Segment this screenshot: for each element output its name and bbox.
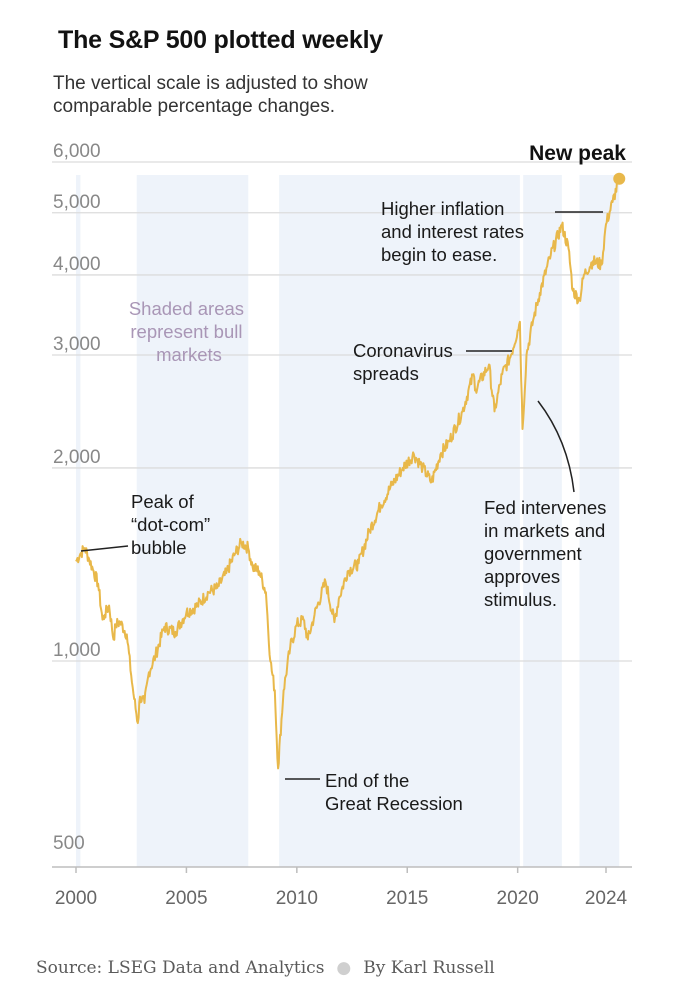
fed-leader xyxy=(537,400,575,493)
recession-line-2: Great Recession xyxy=(325,793,463,814)
inflation-annotation: Higher inflation and interest rates begi… xyxy=(381,198,529,265)
recession-annotation: End of the Great Recession xyxy=(325,770,463,814)
shaded-note-line-1: Shaded areas xyxy=(129,298,244,319)
byline-text: By Karl Russell xyxy=(363,958,495,978)
fed-line-1: Fed intervenes xyxy=(484,497,606,518)
y-tick-label: 6,000 xyxy=(53,141,101,162)
y-tick-label: 4,000 xyxy=(53,254,101,275)
fed-line-2: in markets and xyxy=(484,520,605,541)
x-tick-label: 2024 xyxy=(585,888,628,909)
dotcom-line-2: “dot-com” xyxy=(131,514,210,535)
y-tick-label: 5,000 xyxy=(53,192,101,213)
new-peak-marker xyxy=(613,172,626,185)
shaded-note-line-2: represent bull xyxy=(130,321,242,342)
inflation-line-3: begin to ease. xyxy=(381,244,497,265)
recession-line-1: End of the xyxy=(325,770,409,791)
series-line xyxy=(75,172,626,770)
bull-market-shade-4 xyxy=(579,175,620,867)
dotcom-line-1: Peak of xyxy=(131,491,195,512)
corona-line-2: spreads xyxy=(353,363,419,384)
bull-market-shades xyxy=(76,175,620,867)
corona-annotation: Coronavirus spreads xyxy=(353,340,458,384)
bull-market-shade-3 xyxy=(523,175,562,867)
fed-line-3: government xyxy=(484,543,582,564)
chart-title: The S&P 500 plotted weekly xyxy=(58,26,384,54)
gridlines xyxy=(52,161,632,662)
x-tick-label: 2000 xyxy=(55,888,97,909)
inflation-line-2: and interest rates xyxy=(381,221,524,242)
corona-line-1: Coronavirus xyxy=(353,340,453,361)
sp500-line xyxy=(75,174,621,770)
x-tick-label: 2015 xyxy=(386,888,428,909)
y-tick-label: 3,000 xyxy=(53,334,101,355)
fed-line-4: approves xyxy=(484,566,560,587)
x-tick-label: 2005 xyxy=(165,888,207,909)
shaded-note-line-3: markets xyxy=(156,344,222,365)
fed-line-5: stimulus. xyxy=(484,589,557,610)
source-text: Source: LSEG Data and Analytics xyxy=(36,958,325,978)
dotcom-leader xyxy=(80,545,129,552)
chart-subtitle: The vertical scale is adjusted to show c… xyxy=(53,73,368,117)
separator-dot: ● xyxy=(336,958,352,978)
dotcom-line-3: bubble xyxy=(131,537,187,558)
y-tick-label: 1,000 xyxy=(53,640,101,661)
y-axis-ticks: 500 1,000 2,000 3,000 4,000 5,000 6,000 xyxy=(53,141,101,854)
inflation-line-1: Higher inflation xyxy=(381,198,504,219)
shaded-areas-note: Shaded areas represent bull markets xyxy=(129,298,249,365)
x-tick-label: 2010 xyxy=(276,888,318,909)
x-tick-label: 2020 xyxy=(497,888,539,909)
fed-annotation: Fed intervenes in markets and government… xyxy=(484,497,612,610)
new-peak-label: New peak xyxy=(529,142,626,165)
dotcom-annotation: Peak of “dot-com” bubble xyxy=(131,491,215,558)
bull-market-shade-0 xyxy=(76,175,81,867)
x-axis-ticks: 2000 2005 2010 2015 2020 2024 xyxy=(55,867,628,909)
y-tick-label: 2,000 xyxy=(53,447,101,468)
bull-market-shade-2 xyxy=(279,175,520,867)
y-tick-label: 500 xyxy=(53,833,85,854)
bull-market-shade-1 xyxy=(136,175,249,867)
source-credit: Source: LSEG Data and Analytics ● By Karl … xyxy=(36,958,495,978)
